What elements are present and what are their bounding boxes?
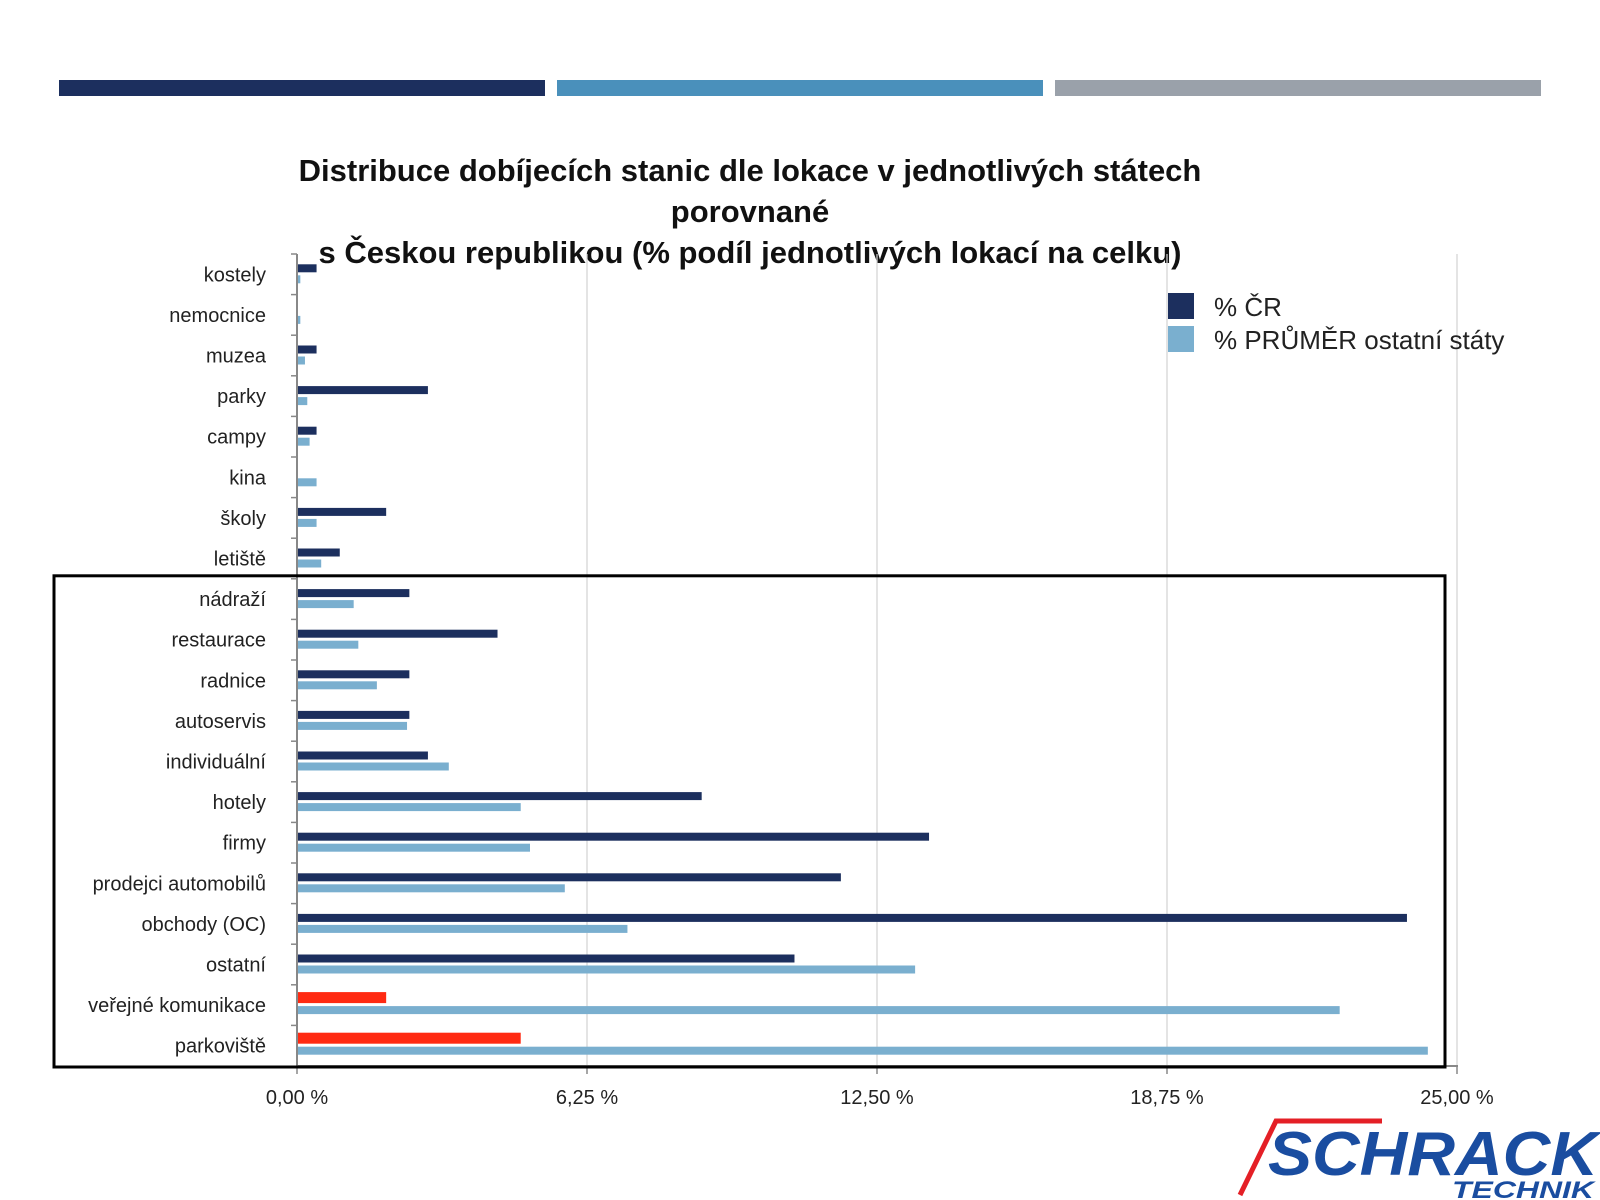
category-label: obchody (OC) xyxy=(142,914,267,936)
bar-cr xyxy=(298,386,428,395)
category-label: hotely xyxy=(213,792,266,814)
bar-cr xyxy=(298,589,410,598)
category-label: parkoviště xyxy=(175,1036,266,1058)
highlight-box xyxy=(52,574,1447,1069)
bar-avg xyxy=(298,762,449,771)
category-label: kostely xyxy=(204,264,266,286)
bar-cr xyxy=(298,345,317,354)
bar-avg xyxy=(298,478,317,487)
logo-wordmark: SCHRACK xyxy=(1268,1120,1600,1189)
chart-title-line-2: s Českou republikou (% podíl jednotlivýc… xyxy=(318,235,1182,270)
category-label: radnice xyxy=(200,670,266,692)
category-label: nemocnice xyxy=(169,305,266,327)
logo-subtitle: TECHNIK xyxy=(1452,1177,1596,1200)
bar-cr xyxy=(298,751,428,760)
category-label: ostatní xyxy=(206,955,266,977)
bar-cr xyxy=(298,264,317,273)
bar-cr xyxy=(298,873,841,882)
bar-avg xyxy=(298,559,322,568)
category-label: firmy xyxy=(223,833,266,855)
category-labels: kostely nemocnice muzea parky campy kina školy… xyxy=(88,264,267,1057)
category-label: campy xyxy=(207,427,266,449)
legend-label-avg: % PRŮMĚR ostatní státy xyxy=(1214,324,1504,355)
chart-title-line-1: Distribuce dobíjecích stanic dle lokace … xyxy=(298,153,1202,229)
x-tick-label: 18,75 % xyxy=(1130,1087,1204,1109)
legend-swatch-cr xyxy=(1168,293,1194,319)
x-tick-label: 12,50 % xyxy=(840,1087,914,1109)
bar-avg xyxy=(298,721,408,730)
header-bar-gray xyxy=(1055,80,1541,96)
category-label: parky xyxy=(217,386,266,408)
bar-avg xyxy=(298,924,628,933)
category-label: restaurace xyxy=(172,630,267,652)
x-tick-label: 6,25 % xyxy=(556,1087,618,1109)
bar-cr xyxy=(298,792,702,801)
logo-red-swoosh xyxy=(1237,1118,1382,1197)
bar-cr xyxy=(298,548,340,557)
bar-cr xyxy=(298,426,317,435)
category-label: letiště xyxy=(214,549,266,571)
bar-avg xyxy=(298,681,377,690)
bar-cr xyxy=(298,913,1407,922)
category-label: veřejné komunikace xyxy=(88,995,266,1017)
category-label: muzea xyxy=(206,346,267,368)
bar-avg xyxy=(298,884,565,893)
chart-title: Distribuce dobíjecích stanic dle lokace … xyxy=(250,150,1250,273)
bar-cr xyxy=(298,954,795,963)
gridlines xyxy=(586,254,1458,1066)
category-label: nádraží xyxy=(199,589,266,611)
x-tick-label: 0,00 % xyxy=(266,1087,328,1109)
bar-cr xyxy=(298,992,387,1004)
bar-avg xyxy=(298,965,916,974)
legend: % ČR % PRŮMĚR ostatní státy xyxy=(1168,292,1504,355)
bar-avg xyxy=(298,397,308,406)
bar-avg xyxy=(298,1046,1428,1055)
bar-avg xyxy=(298,803,521,812)
category-label: kina xyxy=(229,467,267,489)
legend-swatch-avg xyxy=(1168,326,1194,352)
bar-cr xyxy=(298,1032,521,1044)
bar-avg xyxy=(298,437,310,446)
bar-cr xyxy=(298,670,410,679)
bar-cr xyxy=(298,629,498,638)
category-label: školy xyxy=(220,508,266,530)
bar-avg xyxy=(298,843,530,852)
bar-avg xyxy=(298,315,301,324)
bars xyxy=(298,264,1428,1055)
category-label: prodejci automobilů xyxy=(93,873,266,895)
category-label: autoservis xyxy=(175,711,266,733)
bar-cr xyxy=(298,507,387,516)
x-tick-labels: 0,00 % 6,25 % 12,50 % 18,75 % 25,00 % xyxy=(266,1087,1494,1109)
bar-avg xyxy=(298,518,317,527)
schrack-logo: SCHRACK TECHNIK xyxy=(1237,1118,1600,1200)
legend-label-cr: % ČR xyxy=(1214,292,1282,322)
bar-avg xyxy=(298,275,301,284)
bar-avg xyxy=(298,1006,1340,1015)
header-bar-dark xyxy=(59,80,545,96)
bar-avg xyxy=(298,600,354,609)
bar-cr xyxy=(298,832,930,841)
bar-cr xyxy=(298,710,410,719)
axes xyxy=(291,253,1458,1074)
x-tick-label: 25,00 % xyxy=(1420,1087,1494,1109)
bar-avg xyxy=(298,356,305,365)
bar-avg xyxy=(298,640,359,649)
header-bar-mid xyxy=(557,80,1043,96)
category-label: individuální xyxy=(166,752,267,774)
